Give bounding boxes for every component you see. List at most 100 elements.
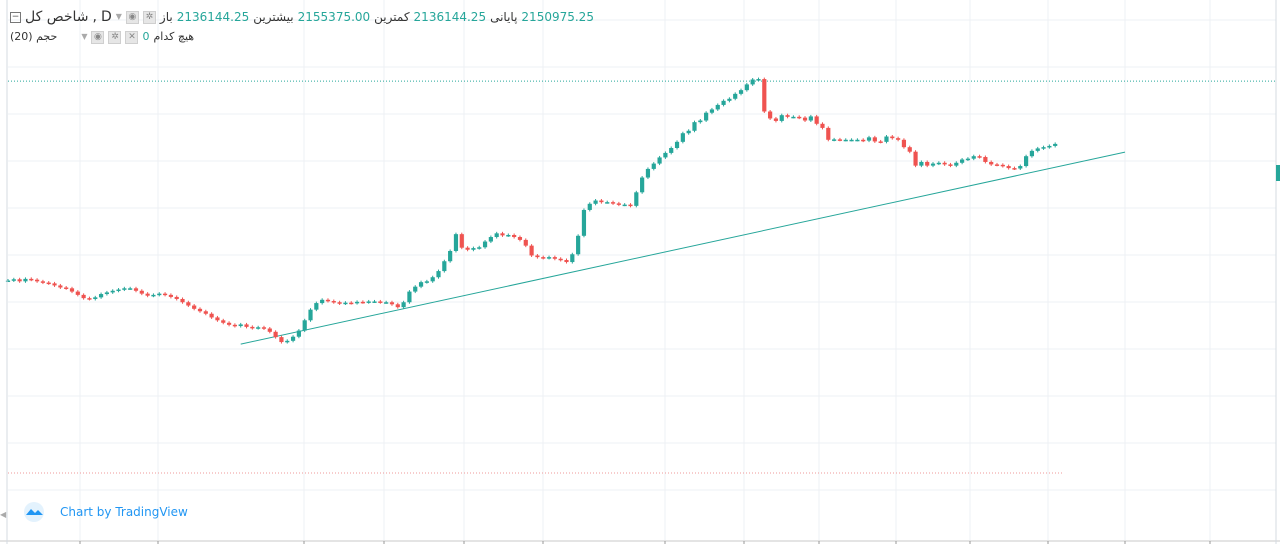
candle-up — [843, 139, 848, 142]
tradingview-brand[interactable]: Chart by TradingView — [22, 502, 188, 522]
candle-up — [936, 162, 941, 165]
candle-up — [413, 286, 418, 292]
candle-up — [663, 152, 668, 158]
chevron-down-icon[interactable]: ▼ — [115, 12, 122, 21]
candle-up — [418, 282, 424, 287]
scroll-left-icon[interactable]: ◀ — [0, 510, 7, 519]
candle-up — [657, 157, 662, 164]
candle-up — [302, 320, 307, 331]
candle-down — [58, 285, 63, 288]
candle-up — [453, 234, 459, 251]
candle-down — [17, 279, 22, 282]
candle-down — [180, 298, 185, 303]
close-icon[interactable]: ✕ — [125, 30, 139, 44]
candle-up — [93, 297, 98, 299]
settings-icon[interactable]: ✲ — [142, 10, 156, 24]
candle-down — [942, 162, 947, 165]
candle-down — [389, 302, 395, 305]
candle-up — [698, 120, 703, 123]
candle-down — [192, 305, 197, 309]
high-value: 2155375.00 — [297, 10, 371, 24]
candle-down — [52, 283, 57, 286]
candle-up — [430, 277, 435, 282]
candle-up — [930, 163, 936, 166]
candle-up — [692, 122, 697, 131]
candle-down — [797, 116, 802, 119]
candle-down — [87, 298, 92, 300]
candle-down — [901, 139, 907, 148]
candle-up — [401, 302, 406, 308]
candle-down — [925, 161, 930, 166]
candle-down — [46, 282, 51, 285]
candle-down — [221, 320, 226, 323]
candle-up — [645, 168, 651, 178]
candle-down — [814, 116, 819, 124]
candle-down — [81, 294, 86, 299]
candle-down — [395, 304, 400, 308]
candle-up — [779, 115, 784, 121]
candle-down — [512, 234, 517, 238]
candle-up — [314, 303, 319, 310]
open-value: 2136144.25 — [176, 10, 250, 24]
candle-up — [442, 261, 447, 272]
cloud-logo-icon — [24, 502, 44, 522]
candle-down — [785, 115, 790, 117]
candle-up — [256, 327, 261, 329]
last-price-marker — [1276, 165, 1280, 181]
candle-down — [267, 328, 272, 332]
low-value: 2136144.25 — [413, 10, 487, 24]
candle-up — [290, 336, 296, 341]
candle-down — [558, 258, 563, 261]
candle-down — [1006, 166, 1011, 169]
eye-icon[interactable]: ◉ — [91, 30, 105, 44]
candle-down — [837, 139, 843, 141]
candle-down — [948, 164, 953, 166]
candle-down — [197, 308, 203, 312]
low-label: کمترین — [374, 10, 410, 24]
candle-up — [727, 98, 732, 101]
eye-icon[interactable]: ◉ — [125, 10, 139, 24]
chevron-down-icon[interactable]: ▼ — [81, 32, 88, 41]
candle-up — [488, 237, 493, 242]
candle-up — [320, 299, 325, 304]
candle-down — [820, 123, 825, 128]
candle-up — [23, 278, 28, 282]
candle-down — [337, 302, 342, 304]
candle-down — [994, 164, 1000, 166]
candle-down — [29, 278, 34, 281]
collapse-icon[interactable]: − — [10, 11, 21, 23]
candle-up — [733, 93, 738, 99]
candle-up — [832, 139, 837, 141]
candle-up — [593, 200, 598, 204]
candle-down — [325, 299, 331, 302]
candle-down — [802, 117, 808, 121]
candle-down — [523, 239, 528, 246]
candle-down — [360, 301, 365, 304]
candle-down — [162, 293, 168, 296]
candle-up — [919, 161, 924, 166]
legend-separator: , — [92, 9, 97, 25]
volume-value: 0 — [142, 30, 150, 43]
candle-up — [354, 301, 360, 304]
volume-ma: هیچ کدام — [153, 30, 195, 43]
candle-up — [756, 79, 761, 81]
candle-down — [133, 288, 139, 291]
candle-up — [651, 163, 656, 169]
high-label: بیشترین — [253, 10, 294, 24]
trendline[interactable] — [240, 151, 1126, 345]
close-value: 2150975.25 — [521, 10, 594, 24]
candle-down — [878, 141, 883, 143]
volume-name: حجم (20) — [10, 30, 58, 43]
candle-down — [535, 255, 540, 258]
chart-grid — [8, 0, 1276, 540]
candle-down — [203, 311, 208, 314]
candle-down — [261, 327, 267, 329]
candle-down — [244, 324, 249, 327]
candle-up — [494, 233, 499, 238]
candle-down — [232, 324, 237, 327]
candle-up — [343, 302, 348, 305]
candle-down — [349, 302, 354, 305]
candle-up — [1024, 156, 1029, 167]
settings-icon[interactable]: ✲ — [108, 30, 122, 44]
